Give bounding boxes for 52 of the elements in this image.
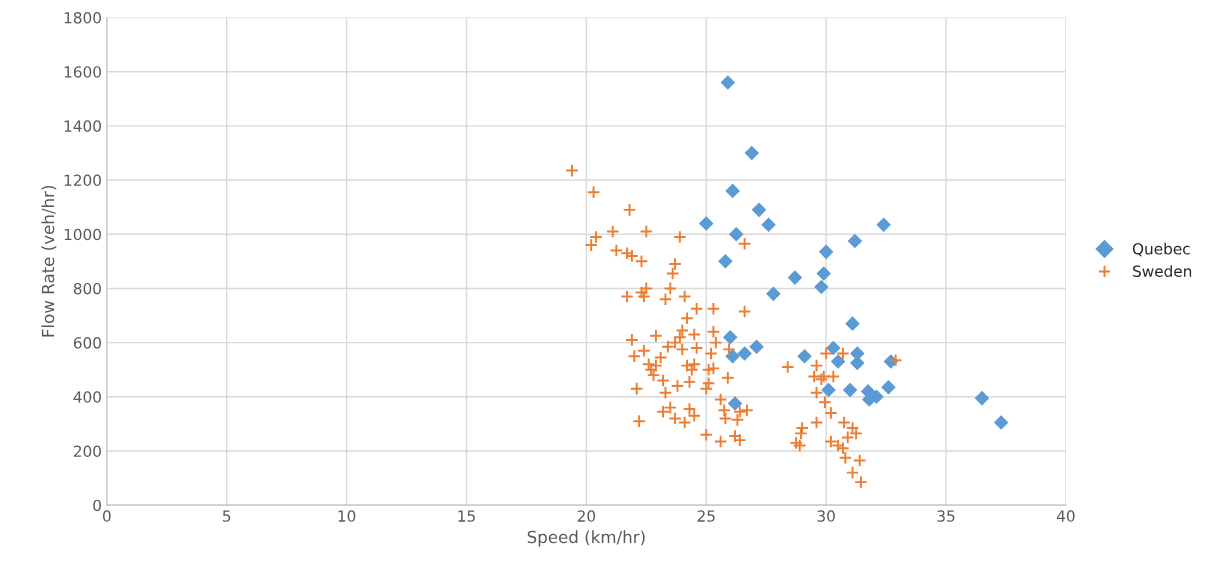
point <box>816 266 832 281</box>
legend-label: Sweden <box>1133 265 1192 277</box>
point <box>725 348 740 364</box>
point <box>974 390 990 406</box>
point <box>826 340 841 356</box>
point <box>787 270 803 285</box>
point <box>722 329 738 345</box>
point <box>797 348 812 364</box>
legend-label: Quebec <box>1132 242 1190 257</box>
y-axis-title: Flow Rate (veh/hr) <box>41 185 57 337</box>
point <box>821 382 836 398</box>
point <box>818 244 834 260</box>
point <box>728 226 744 242</box>
point <box>766 286 781 302</box>
point <box>725 183 740 199</box>
point <box>744 145 760 161</box>
point <box>830 354 846 369</box>
y-tick-label: 1800 <box>64 11 101 24</box>
y-tick-label: 1000 <box>64 228 101 241</box>
x-tick-label: 35 <box>937 510 955 522</box>
point <box>876 217 891 233</box>
point <box>761 217 776 233</box>
x-tick-label: 25 <box>697 510 715 522</box>
point <box>749 339 764 354</box>
y-tick-label: 600 <box>73 337 101 349</box>
point <box>718 254 733 269</box>
point <box>698 216 714 231</box>
point <box>881 380 896 395</box>
y-tick-label: 200 <box>73 445 101 457</box>
y-tick-label: 1400 <box>64 120 101 132</box>
y-tick-label: 1600 <box>64 66 101 78</box>
point <box>845 316 860 331</box>
x-tick-label: 15 <box>458 510 475 522</box>
point <box>993 415 1009 430</box>
y-tick-label: 0 <box>93 499 101 512</box>
point <box>720 75 736 90</box>
point <box>847 233 863 249</box>
x-axis-title: Speed (km/hr) <box>527 530 645 547</box>
x-tick-label: 5 <box>223 510 231 522</box>
y-tick-label: 800 <box>73 282 101 295</box>
x-tick-label: 10 <box>338 510 356 522</box>
x-tick-label: 40 <box>1056 510 1075 522</box>
point <box>727 396 743 411</box>
y-tick-label: 1200 <box>64 174 101 187</box>
point <box>737 346 752 361</box>
point <box>842 382 858 398</box>
point <box>814 279 829 295</box>
x-tick-label: 30 <box>817 510 835 522</box>
point <box>751 202 767 218</box>
x-tick-label: 0 <box>102 510 111 522</box>
x-tick-label: 20 <box>577 510 596 522</box>
y-tick-label: 400 <box>73 391 101 403</box>
